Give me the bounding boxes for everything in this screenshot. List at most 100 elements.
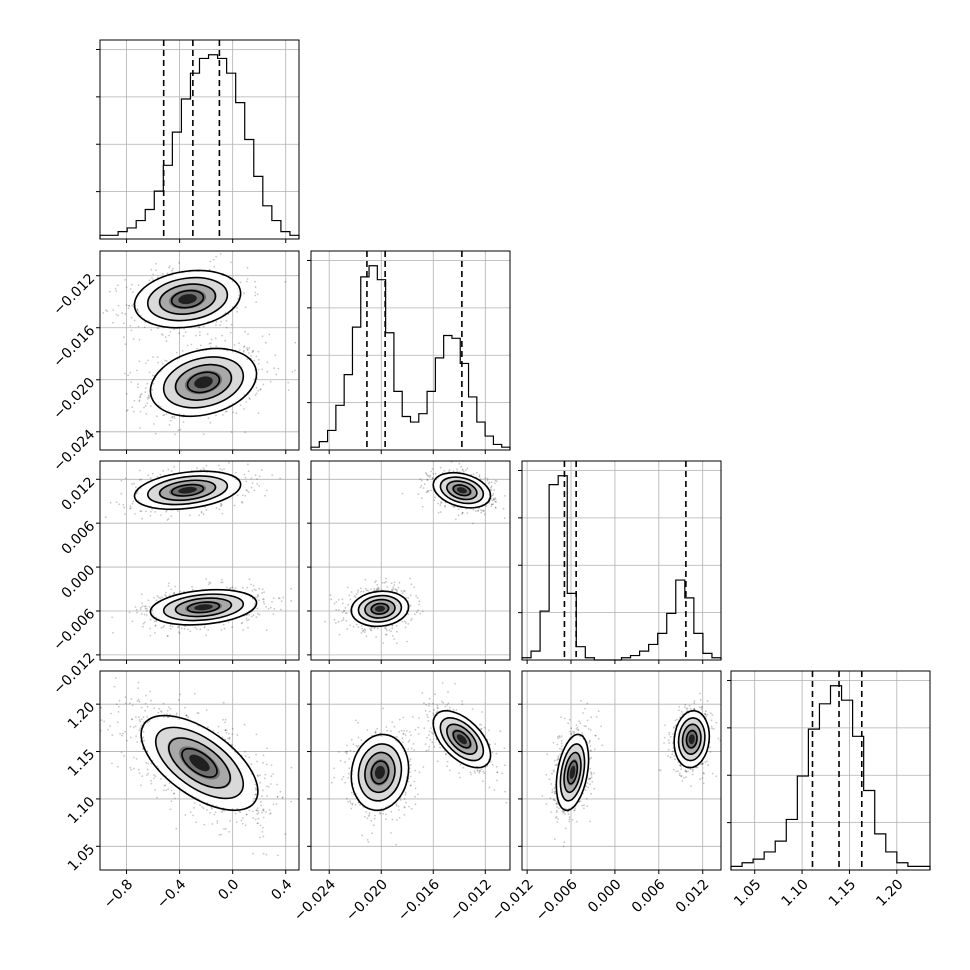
sample-point [145,510,147,513]
sample-point [94,517,96,519]
sample-point [370,629,373,632]
sample-point [199,628,202,631]
sample-point [144,391,147,393]
sample-point [169,331,172,333]
sample-point [382,642,385,644]
sample-point [153,777,156,780]
sample-point [185,714,188,717]
sample-point [483,510,485,512]
sample-point [246,347,248,349]
sample-point [244,330,247,333]
sample-point [284,833,287,836]
sample-point [432,477,435,479]
sample-point [405,622,407,624]
sample-point [129,507,131,510]
sample-point [376,583,379,586]
sample-point [243,292,246,294]
sample-point [262,809,265,812]
sample-point [246,489,249,492]
sample-point [230,587,232,589]
sample-point [138,360,141,363]
sample-point [247,333,249,335]
sample-point [486,479,489,482]
sample-point [429,474,432,477]
sample-point [198,326,201,328]
sample-point [491,499,494,502]
sample-point [242,350,245,353]
sample-point [248,397,251,400]
sample-point [220,503,223,506]
sample-point [404,590,406,592]
sample-point [160,514,162,516]
sample-point [262,598,265,601]
sample-point [439,511,442,513]
sample-point [239,349,241,351]
sample-point [262,835,265,838]
sample-point [145,761,148,764]
sample-point [480,511,483,514]
sample-point [247,626,249,629]
sample-point [419,612,422,615]
sample-point [148,606,151,608]
sample-point [215,324,217,326]
sample-point [483,513,486,516]
sample-point [444,504,446,507]
sample-point [439,501,442,503]
sample-point [168,582,170,585]
sample-point [426,474,429,477]
sample-point [221,736,224,739]
sample-point [221,334,224,337]
sample-point [247,618,250,621]
sample-point [466,467,469,470]
sample-point [215,414,217,417]
sample-point [131,620,134,623]
sample-point [165,340,168,342]
sample-point [392,588,394,590]
sample-point [247,348,249,351]
sample-point [409,577,411,580]
sample-point [203,625,206,628]
sample-point [194,626,197,629]
sample-point [396,630,398,633]
sample-point [349,624,351,627]
histogram-panel [96,39,300,243]
sample-point [294,369,296,372]
sample-point [222,623,225,626]
sample-point [106,310,109,313]
sample-point [461,468,464,471]
sample-point [256,822,259,825]
sample-point [200,469,202,471]
sample-point [208,581,211,584]
sample-point [475,471,478,474]
sample-point [139,395,142,398]
sample-point [488,481,491,484]
sample-point [122,336,125,338]
sample-point [262,808,265,811]
sample-point [242,629,245,631]
sample-point [373,627,376,629]
sample-point [257,599,260,602]
sample-point [238,342,240,344]
sample-point [253,603,256,605]
sample-point [420,484,423,487]
sample-point [337,620,340,623]
sample-point [375,588,378,591]
sample-point [175,714,178,716]
sample-point [462,470,465,473]
sample-point [395,642,398,644]
sample-point [227,621,230,623]
sample-point [146,402,149,405]
sample-point [163,625,165,627]
sample-point [294,341,297,344]
sample-point [123,322,125,325]
sample-point [256,483,259,485]
sample-point [182,421,185,423]
sample-point [154,789,157,791]
sample-point [203,823,206,826]
sample-point [129,371,132,374]
sample-point [361,627,363,630]
sample-point [264,494,266,497]
sample-point [169,808,172,811]
sample-point [170,515,173,517]
sample-point [240,622,243,625]
